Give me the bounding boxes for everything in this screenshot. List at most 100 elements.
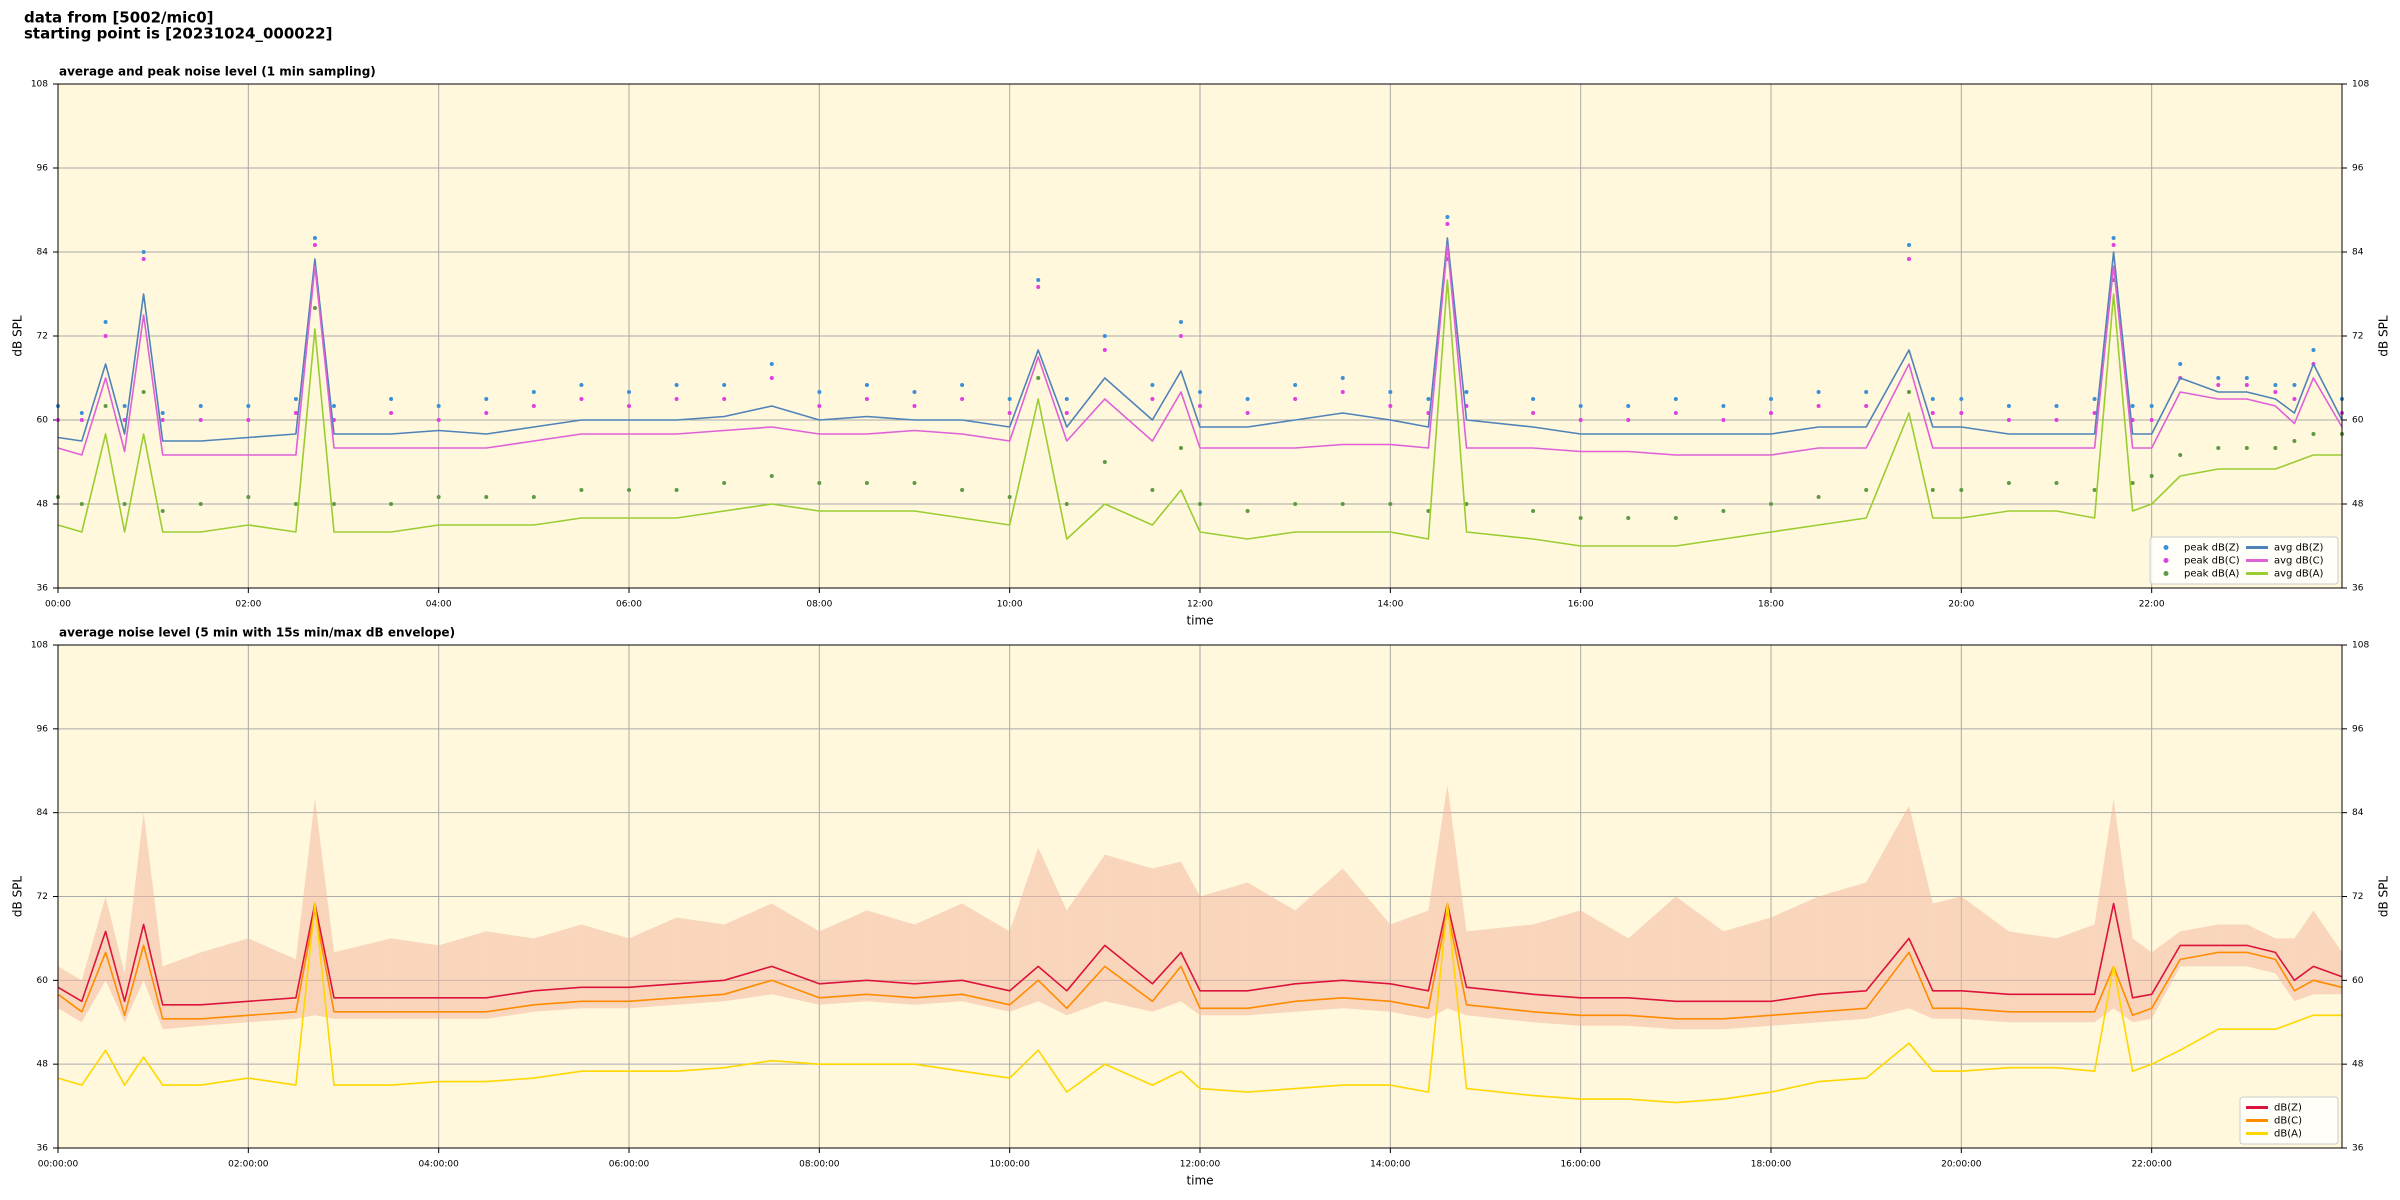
peak-point [1930,411,1935,415]
envelope [486,931,534,1019]
peak-point [1102,348,1107,352]
y-tick-label: 60 [37,416,49,426]
peak-point [2092,488,2097,492]
y-axis-label: dB SPL [11,876,25,918]
peak-point [2216,446,2221,450]
peak-point [1959,397,1964,401]
y-tick-label: 60 [37,976,49,986]
peak-point [2054,404,2059,408]
peak-point [2292,383,2297,387]
peak-point [722,397,727,401]
peak-point [769,376,774,380]
y-tick-label: 96 [2352,724,2364,734]
peak-point [436,495,441,499]
peak-point [2130,481,2135,485]
envelope [1200,882,1248,1016]
envelope [962,903,1010,1012]
x-tick-label: 16:00 [1568,600,1594,610]
peak-point [1769,411,1773,415]
plot-frame [57,644,2343,1149]
peak-point [1007,411,1012,415]
peak-point [1064,502,1069,506]
peak-point [2292,439,2297,443]
peak-point [1198,404,1202,408]
peak-point [1673,397,1678,401]
peak-point [912,481,917,485]
peak-point [122,502,127,506]
peak-point [436,418,441,422]
x-tick-label: 20:00 [1948,600,1974,610]
envelope [162,952,201,1030]
peak-point [2149,418,2154,422]
envelope [581,924,629,1009]
peak-point [1178,334,1183,338]
envelope [314,798,334,1019]
y-tick-label: 36 [37,1144,49,1154]
peak-point [160,509,165,513]
envelope [2113,798,2133,1023]
peak-point [2054,481,2059,485]
peak-point [312,306,317,310]
x-tick-label: 22:00 [2139,600,2165,610]
peak-point [864,383,869,387]
peak-point [627,390,631,394]
series-line [57,279,2342,547]
legend-label: avg dB(A) [2274,569,2324,580]
envelope [1247,882,1296,1016]
envelope [2094,798,2114,1023]
y-axis-label: dB SPL [2377,876,2391,918]
peak-point [1864,404,1869,408]
peak-point [960,488,965,492]
series-line [57,237,2343,442]
peak-point [1930,397,1935,401]
peak-point [198,418,203,422]
peak-point [1036,376,1041,380]
peak-point [1721,418,1726,422]
peak-point [1721,404,1726,408]
peak-point [1388,404,1393,408]
peak-point [1036,285,1041,289]
peak-point [1816,390,1821,394]
peak-point [1864,488,1869,492]
envelope [1771,896,1819,1026]
peak-point [864,481,869,485]
peak-point [2311,432,2316,436]
envelope [1066,854,1105,1016]
peak-point [103,404,108,408]
peak-point [2054,418,2059,422]
peak-point [1102,334,1107,338]
peak-point [2273,383,2278,387]
peak-point [2178,453,2183,457]
x-tick-label: 04:00 [426,600,452,610]
peak-point [2149,474,2154,478]
x-tick-label: 22:00:00 [2131,1160,2172,1170]
x-tick-label: 20:00:00 [1941,1160,1982,1170]
envelope [629,917,677,1009]
x-tick-label: 02:00:00 [228,1160,269,1170]
envelope [1818,882,1867,1023]
y-tick-label: 84 [2352,808,2364,818]
series-line [57,909,2343,1020]
y-tick-label: 48 [37,500,49,510]
peak-point [1102,460,1107,464]
plot-title: average and peak noise level (1 min samp… [59,65,376,79]
x-axis-label: time [1186,1174,1213,1188]
envelope [1152,861,1181,1012]
peak-point [1007,397,1012,401]
start-line: starting point is [20231024_000022] [24,25,332,43]
peak-point [331,502,336,506]
legend-marker [2163,545,2169,550]
peak-point [1464,390,1469,394]
envelope [866,910,915,1005]
y-tick-label: 108 [31,80,48,90]
peak-point [389,411,394,415]
peak-point [1464,502,1469,506]
peak-point [674,488,679,492]
envelope [1390,910,1429,1019]
peak-point [103,334,108,338]
peak-point [2111,243,2116,247]
peak-point [1578,516,1583,520]
peak-point [312,236,317,240]
peak-point [2244,376,2249,380]
x-tick-label: 00:00:00 [38,1160,79,1170]
